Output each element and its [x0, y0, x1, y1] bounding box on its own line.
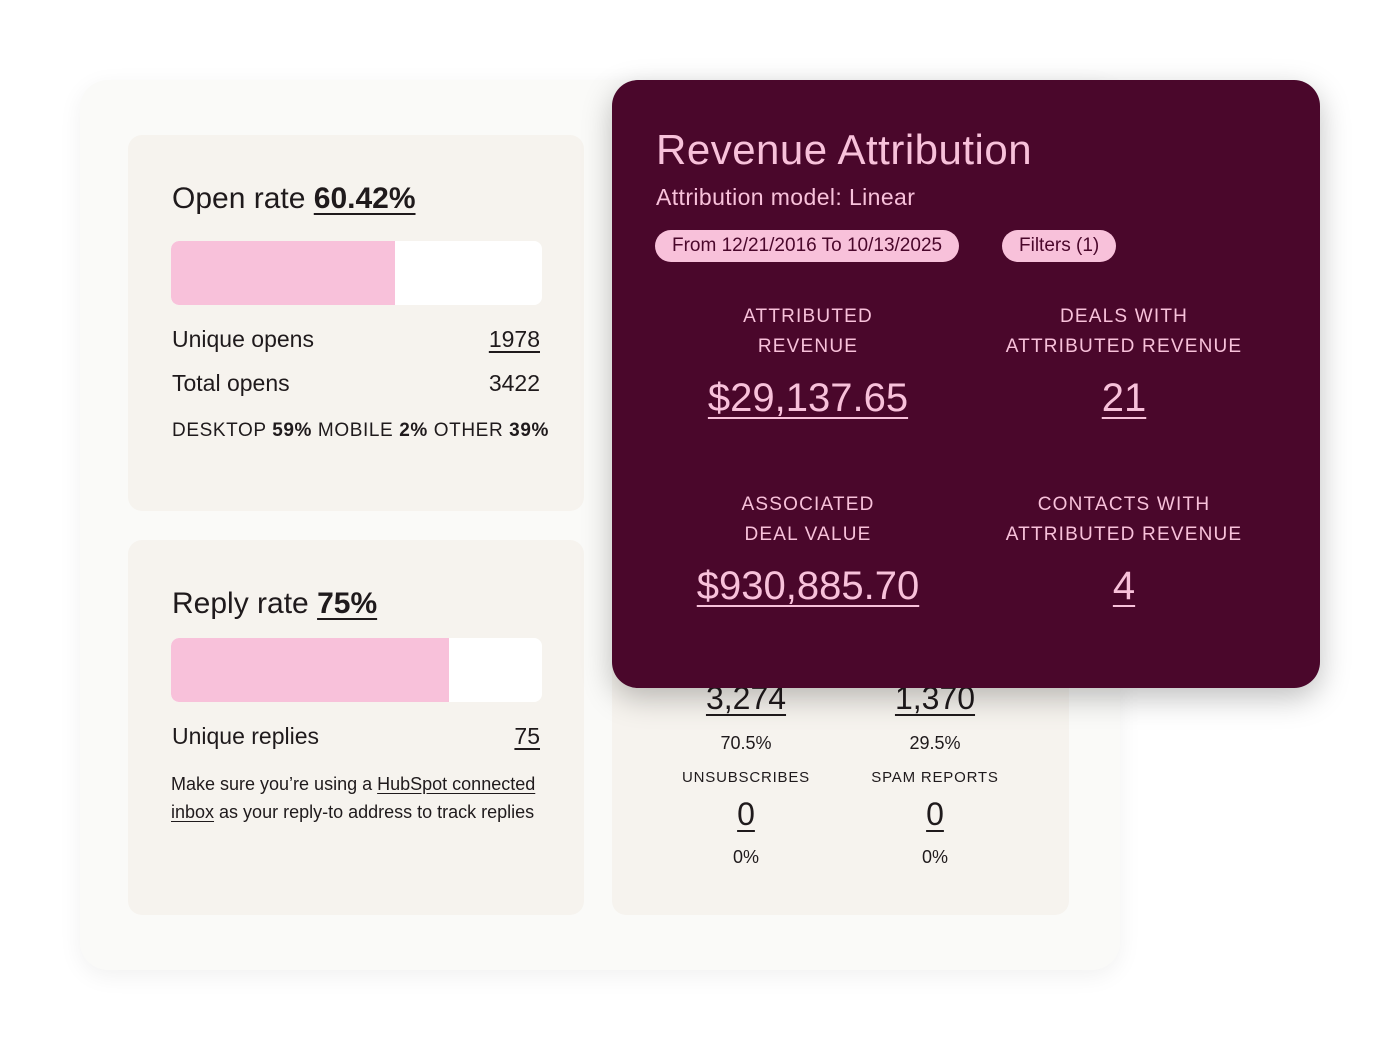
- reply-tracking-note: Make sure you’re using a HubSpot connect…: [171, 770, 551, 826]
- device-other-label: OTHER: [433, 420, 504, 441]
- device-desktop-label: DESKTOP: [172, 420, 267, 441]
- stat-1-pct: 70.5%: [720, 733, 772, 753]
- unsubscribes-pct: 0%: [732, 847, 759, 867]
- revenue-attribution-panel: Revenue Attribution Attribution model: L…: [612, 80, 1320, 688]
- open-rate-bar-fill: [171, 241, 396, 305]
- reply-rate-card: Reply rate 75% Unique replies 75 Make su…: [128, 540, 584, 915]
- total-opens-row: Total opens 3422: [172, 370, 540, 397]
- attribution-model: Attribution model: Linear: [656, 184, 916, 210]
- metric-label-line2: DEAL VALUE: [744, 524, 872, 545]
- open-rate-label: Open rate: [172, 182, 306, 215]
- stat-column-1: 3,274 70.5%: [651, 680, 841, 754]
- stat-column-2: 1,370 29.5%: [840, 680, 1030, 754]
- metric-label-line2: REVENUE: [757, 336, 859, 357]
- metric-deals-with-revenue: DEALS WITH ATTRIBUTED REVENUE 21: [964, 302, 1284, 421]
- hubspot-inbox-link[interactable]: HubSpot connected inbox: [171, 774, 536, 822]
- attributed-revenue-value[interactable]: $29,137.65: [707, 376, 909, 420]
- metric-label-line1: ATTRIBUTED: [743, 306, 873, 327]
- open-rate-title: Open rate 60.42%: [172, 182, 416, 216]
- metric-label-line1: ASSOCIATED: [741, 494, 875, 515]
- unsubscribes-label: UNSUBSCRIBES: [682, 769, 810, 786]
- device-desktop-pct: 59%: [272, 420, 313, 441]
- metric-label-line2: ATTRIBUTED REVENUE: [1005, 336, 1243, 357]
- metric-label-line1: DEALS WITH: [1059, 306, 1189, 327]
- reply-rate-label: Reply rate: [172, 587, 309, 620]
- unique-opens-label: Unique opens: [172, 326, 314, 352]
- unsubscribes-column: UNSUBSCRIBES 0 0%: [651, 769, 841, 868]
- device-breakdown: DESKTOP 59% MOBILE 2% OTHER 39%: [172, 420, 549, 442]
- metric-label-line1: CONTACTS WITH: [1037, 494, 1211, 515]
- unique-replies-label: Unique replies: [172, 723, 320, 749]
- metric-associated-deal-value: ASSOCIATED DEAL VALUE $930,885.70: [648, 490, 968, 609]
- metric-attributed-revenue: ATTRIBUTED REVENUE $29,137.65: [648, 302, 968, 421]
- associated-deal-value[interactable]: $930,885.70: [696, 564, 920, 608]
- spam-reports-label: SPAM REPORTS: [871, 769, 999, 786]
- open-rate-bar: [171, 241, 542, 305]
- stat-2-pct: 29.5%: [909, 733, 961, 753]
- reply-rate-bar-fill: [171, 638, 450, 702]
- device-other-pct: 39%: [509, 420, 549, 441]
- metric-label-line2: ATTRIBUTED REVENUE: [1005, 524, 1243, 545]
- deals-with-revenue-value[interactable]: 21: [1101, 376, 1147, 420]
- note-suffix: as your reply-to address to track replie…: [219, 802, 535, 822]
- open-rate-value[interactable]: 60.42%: [313, 182, 416, 215]
- device-mobile-pct: 2%: [399, 420, 428, 441]
- metric-contacts-with-revenue: CONTACTS WITH ATTRIBUTED REVENUE 4: [964, 490, 1284, 609]
- unique-opens-value[interactable]: 1978: [488, 326, 540, 352]
- spam-reports-column: SPAM REPORTS 0 0%: [840, 769, 1030, 868]
- reply-rate-bar: [171, 638, 542, 702]
- unsubscribes-value[interactable]: 0: [737, 796, 755, 832]
- unique-replies-row: Unique replies 75: [172, 723, 540, 750]
- date-range-pill[interactable]: From 12/21/2016 To 10/13/2025: [655, 230, 960, 262]
- device-mobile-label: MOBILE: [317, 420, 394, 441]
- open-rate-card: Open rate 60.42% Unique opens 1978 Total…: [128, 135, 584, 511]
- unique-replies-value[interactable]: 75: [514, 723, 540, 749]
- reply-rate-title: Reply rate 75%: [172, 587, 377, 621]
- unique-opens-row: Unique opens 1978: [172, 326, 540, 353]
- reply-rate-value[interactable]: 75%: [317, 587, 378, 620]
- revenue-title: Revenue Attribution: [656, 126, 1033, 173]
- filters-pill[interactable]: Filters (1): [1002, 230, 1117, 262]
- spam-reports-pct: 0%: [921, 847, 948, 867]
- total-opens-label: Total opens: [172, 370, 290, 396]
- contacts-with-revenue-value[interactable]: 4: [1112, 564, 1136, 608]
- spam-reports-value[interactable]: 0: [926, 796, 944, 832]
- note-prefix: Make sure you’re using a: [171, 774, 373, 794]
- total-opens-value: 3422: [488, 370, 540, 396]
